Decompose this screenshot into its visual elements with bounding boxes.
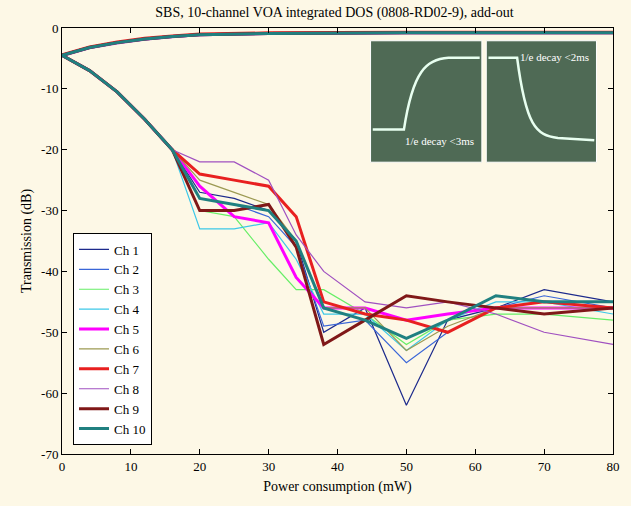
svg-text:-20: -20 (41, 142, 58, 157)
svg-text:50: 50 (400, 459, 413, 474)
svg-text:10: 10 (124, 459, 137, 474)
svg-text:Power consumption (mW): Power consumption (mW) (263, 479, 412, 495)
svg-text:Ch 9: Ch 9 (114, 402, 139, 417)
svg-text:Transmission (dB): Transmission (dB) (19, 189, 35, 293)
svg-text:-10: -10 (41, 81, 58, 96)
svg-text:20: 20 (193, 459, 206, 474)
svg-text:30: 30 (262, 459, 275, 474)
svg-text:40: 40 (331, 459, 344, 474)
svg-text:Ch 7: Ch 7 (114, 362, 139, 377)
svg-text:Ch 10: Ch 10 (114, 422, 145, 437)
svg-text:1/e decay <3ms: 1/e decay <3ms (405, 135, 474, 147)
svg-text:Ch 8: Ch 8 (114, 382, 139, 397)
svg-text:Ch 2: Ch 2 (114, 262, 139, 277)
svg-text:0: 0 (59, 459, 66, 474)
svg-text:0: 0 (52, 21, 59, 36)
svg-text:-70: -70 (41, 447, 58, 462)
svg-text:-50: -50 (41, 325, 58, 340)
svg-text:Ch 5: Ch 5 (114, 322, 139, 337)
svg-text:Ch 1: Ch 1 (114, 243, 139, 258)
svg-text:60: 60 (469, 459, 482, 474)
svg-text:Ch 6: Ch 6 (114, 342, 139, 357)
svg-text:70: 70 (538, 459, 551, 474)
svg-text:80: 80 (607, 459, 620, 474)
svg-text:-30: -30 (41, 203, 58, 218)
svg-text:1/e decay <2ms: 1/e decay <2ms (520, 51, 589, 63)
svg-text:-40: -40 (41, 264, 58, 279)
svg-text:Ch 3: Ch 3 (114, 282, 139, 297)
svg-text:SBS, 10-channel VOA integrated: SBS, 10-channel VOA integrated DOS (0808… (155, 5, 513, 21)
svg-text:-60: -60 (41, 386, 58, 401)
svg-text:Ch 4: Ch 4 (114, 302, 139, 317)
